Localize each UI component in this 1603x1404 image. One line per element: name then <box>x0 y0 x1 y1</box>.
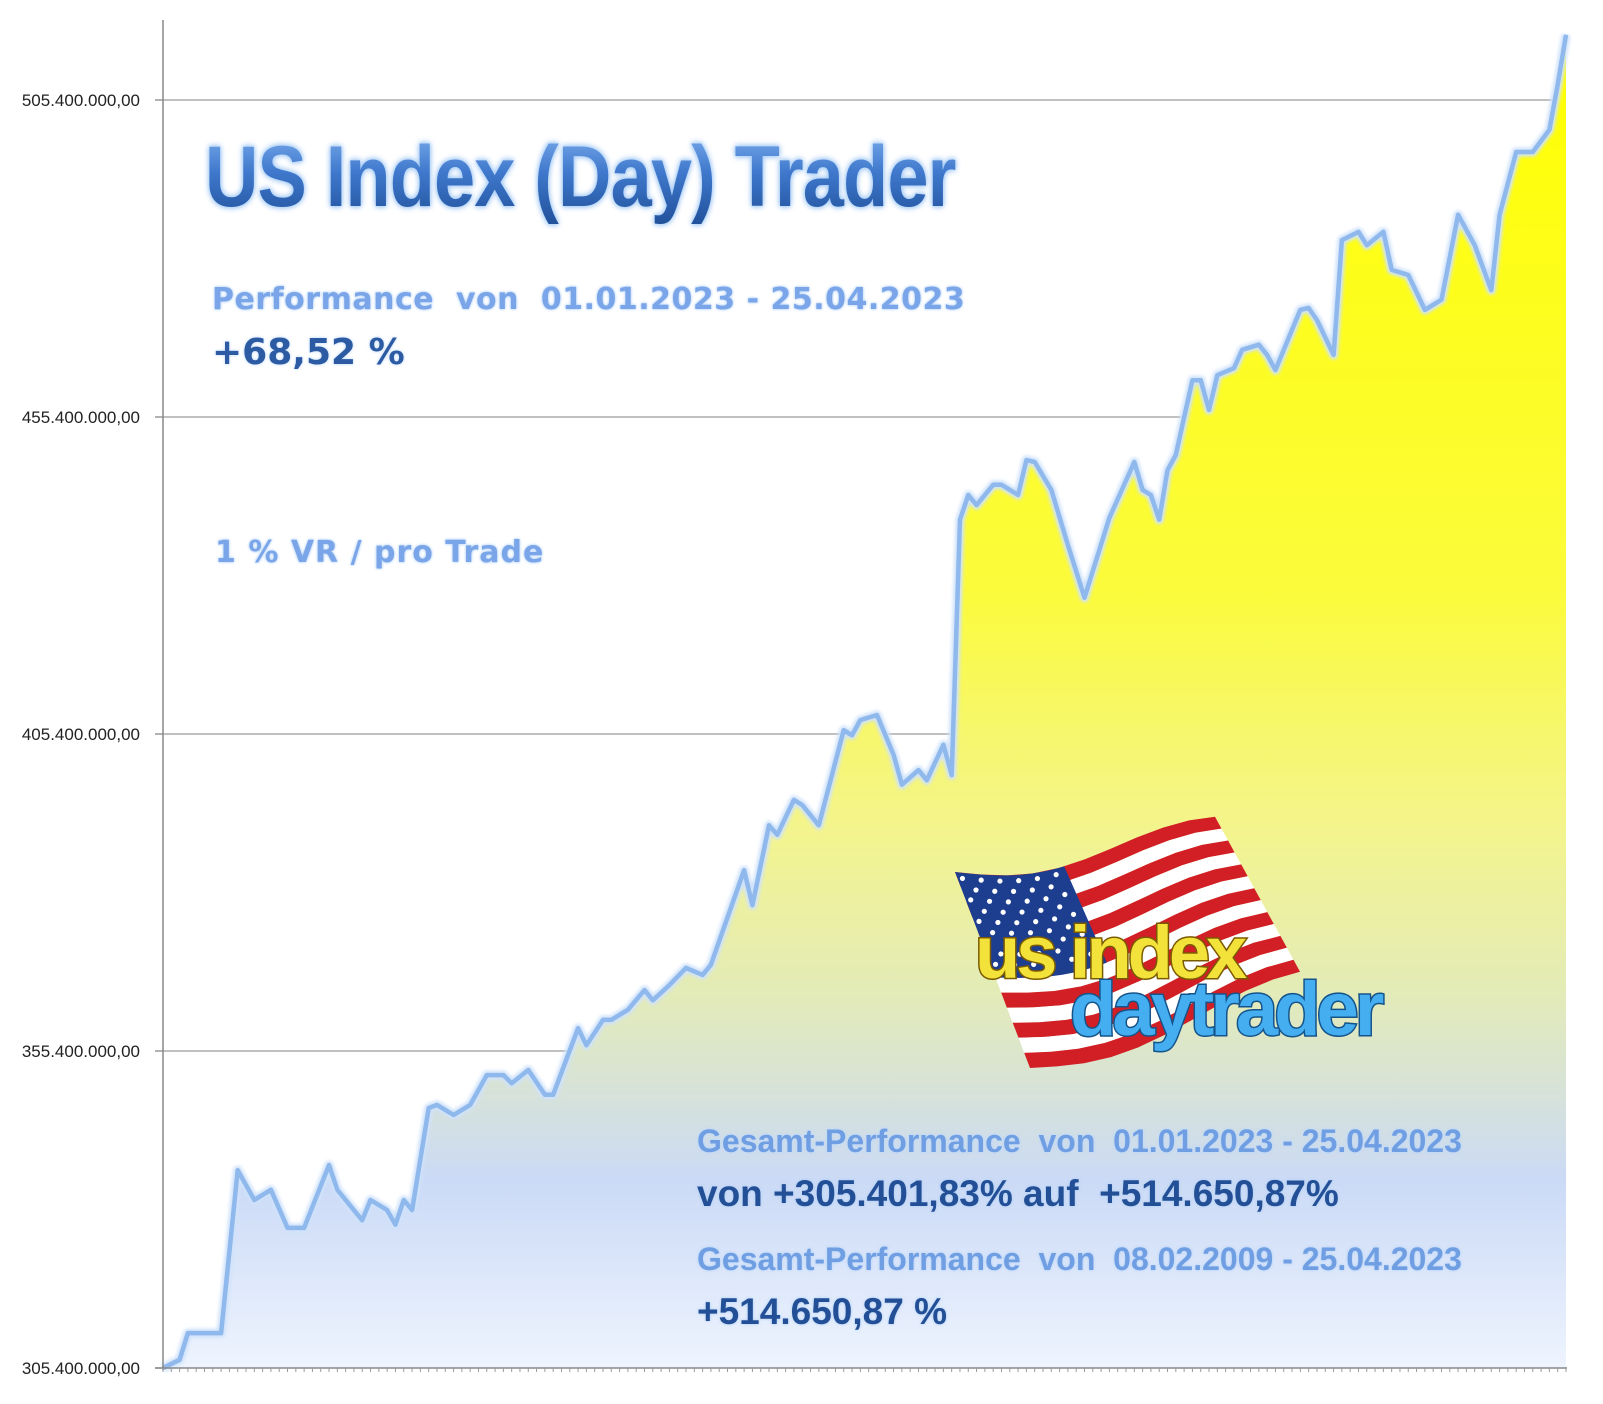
flag-stripe <box>972 852 1242 934</box>
flag-star <box>1036 950 1042 956</box>
flag-canton <box>955 866 1107 978</box>
y-tick-labels: 305.400.000,00 355.400.000,00 405.400.000,… <box>22 91 140 1378</box>
y-tick-label: 455.400.000,00 <box>22 408 140 427</box>
flag-star <box>1070 911 1077 917</box>
total-performance-2023-label: Gesamt-Performance von 01.01.2023 - 25.0… <box>697 1123 1462 1159</box>
y-tick-label: 505.400.000,00 <box>22 91 140 110</box>
flag-star <box>968 897 974 903</box>
flag-star <box>1012 962 1018 968</box>
flag-star <box>1060 936 1066 942</box>
flag-star <box>992 888 998 894</box>
total-performance-2023-value: von +305.401,83% auf +514.650,87% <box>697 1173 1339 1214</box>
flag-star <box>1010 888 1017 894</box>
flag-star <box>981 908 987 914</box>
logo-text-us-index: us index <box>975 911 1247 994</box>
flag-star <box>1074 944 1080 950</box>
axes <box>155 20 1567 1372</box>
flag-stripe <box>1012 935 1287 1038</box>
flag-star <box>1033 919 1039 925</box>
y-tick-label: 405.400.000,00 <box>22 725 140 744</box>
flag-star <box>1027 930 1034 936</box>
equity-line <box>162 34 1569 1371</box>
flag-star <box>997 878 1003 884</box>
flag-stripe <box>1006 924 1281 1023</box>
flag-star <box>990 930 996 936</box>
us-index-daytrader-logo: us index daytrader <box>955 816 1389 1068</box>
flag-star <box>995 919 1001 926</box>
performance-value: +68,52 % <box>212 332 405 373</box>
flag-stripe <box>960 828 1229 905</box>
flag-stripe <box>1024 959 1300 1068</box>
flag-star <box>1014 920 1020 926</box>
flag-star <box>1029 887 1035 893</box>
flag-star <box>1057 904 1063 910</box>
flag-star <box>984 940 990 946</box>
flag-stripe <box>983 876 1255 964</box>
flag-star <box>976 918 982 924</box>
flag-star <box>1079 931 1085 937</box>
flag-stripe <box>1001 912 1274 1008</box>
total-performance-2009-value: +514.650,87 % <box>697 1291 947 1332</box>
flag-star <box>1065 924 1071 930</box>
total-performance-2009-label: Gesamt-Performance von 08.02.2009 - 25.0… <box>697 1241 1462 1277</box>
flag-star <box>1000 909 1006 915</box>
flag-star <box>1003 940 1009 947</box>
flag-star <box>1008 930 1015 936</box>
flag-star <box>1046 928 1053 934</box>
flag-stripe <box>989 888 1261 978</box>
flag-star <box>1038 907 1044 913</box>
us-flag-icon <box>955 816 1300 1068</box>
risk-note: 1 % VR / pro Trade <box>215 535 545 570</box>
flag-star <box>1062 891 1068 898</box>
flag-star <box>1043 896 1049 902</box>
flag-stripe <box>995 900 1268 993</box>
logo-text-daytrader: daytrader <box>1070 967 1384 1052</box>
flag-star <box>1053 872 1059 878</box>
flag-star <box>1088 951 1094 957</box>
flag-stripe <box>955 816 1222 890</box>
flag-star <box>1034 875 1041 882</box>
flag-star <box>973 887 979 893</box>
flag-star <box>1022 940 1028 947</box>
equity-area <box>163 34 1566 1369</box>
flag-star <box>1031 961 1037 967</box>
flag-stripe <box>966 840 1235 919</box>
flag-stripe <box>978 864 1248 949</box>
flag-stripe <box>1018 947 1294 1053</box>
flag-star <box>1041 939 1047 945</box>
flag-star <box>1016 878 1022 884</box>
y-tick-label: 355.400.000,00 <box>22 1042 140 1061</box>
chart-title: US Index (Day) Trader <box>205 129 956 225</box>
flag-star <box>1019 909 1025 915</box>
y-tick-label: 305.400.000,00 <box>22 1359 140 1378</box>
flag-star <box>992 961 999 967</box>
flag-star <box>959 875 966 882</box>
flag-star <box>1052 916 1058 922</box>
flag-star <box>1055 948 1061 954</box>
flag-star <box>986 898 993 904</box>
flag-star <box>1069 956 1075 962</box>
flag-star <box>1024 898 1030 904</box>
flag-star <box>1005 899 1011 905</box>
flag-star <box>978 877 984 883</box>
performance-label: Performance von 01.01.2023 - 25.04.2023 <box>212 282 966 317</box>
flag-star <box>1048 884 1054 890</box>
flag-star <box>1017 951 1023 957</box>
flag-star <box>998 951 1004 957</box>
flag-star <box>1050 960 1056 966</box>
